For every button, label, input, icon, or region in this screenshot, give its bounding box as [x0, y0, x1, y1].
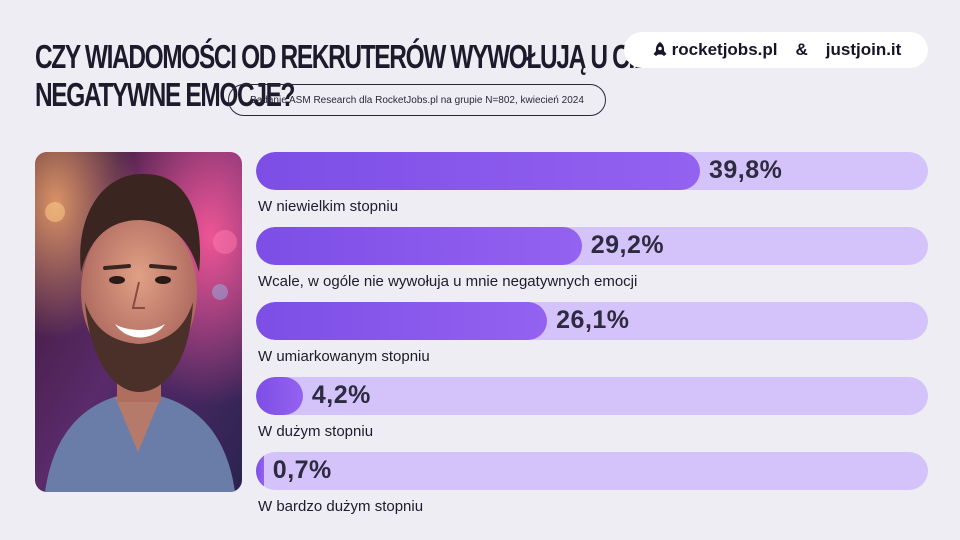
bar-row: 4,2% W dużym stopniu	[256, 377, 928, 452]
title-line-2: negatywne emocje?	[35, 76, 295, 113]
bar-category-label: W umiarkowanym stopniu	[258, 348, 430, 365]
bar-value-label: 29,2%	[590, 231, 665, 259]
rocketjobs-label: rocketjobs.pl	[671, 40, 778, 59]
bar-track	[256, 377, 928, 415]
bar-fill	[256, 302, 548, 340]
justjoin-logo: justjoin.it	[825, 40, 902, 59]
bar-category-label: W dużym stopniu	[258, 423, 374, 440]
bar-value-label: 4,2%	[311, 381, 371, 409]
bar-value-label: 0,7%	[272, 456, 332, 484]
rocketjobs-logo: rocketjobs.pl	[651, 40, 778, 60]
bar-value-label: 26,1%	[556, 306, 630, 334]
bar-track	[256, 302, 928, 340]
chart-title: Czy wiadomości od rekruterów wywołują u …	[35, 38, 687, 114]
bar-fill	[256, 452, 264, 490]
bar-category-label: W niewielkim stopniu	[258, 198, 399, 215]
bar-row: 39,8% W niewielkim stopniu	[256, 152, 928, 227]
portrait-photo	[35, 152, 242, 492]
portrait-illustration	[35, 152, 242, 492]
bar-fill	[256, 227, 582, 265]
bar-row: 0,7% W bardzo dużym stopniu	[256, 452, 928, 527]
bar-row: 26,1% W umiarkowanym stopniu	[256, 302, 928, 377]
bar-track	[256, 227, 928, 265]
brand-logos: rocketjobs.pl & justjoin.it	[624, 32, 928, 68]
title-line-1: Czy wiadomości od rekruterów wywołują u …	[35, 38, 687, 75]
bar-category-label: Wcale, w ogóle nie wywołuja u mnie negat…	[258, 273, 638, 290]
bar-fill	[256, 152, 700, 190]
ampersand: &	[795, 40, 808, 59]
bar-track	[256, 452, 928, 490]
rocket-icon	[653, 42, 667, 56]
bar-track	[256, 152, 928, 190]
bar-category-label: W bardzo dużym stopniu	[258, 498, 424, 515]
bar-fill	[256, 377, 303, 415]
source-note: Badanie ASM Research dla RocketJobs.pl n…	[228, 84, 606, 116]
bar-row: 29,2% Wcale, w ogóle nie wywołuja u mnie …	[256, 227, 928, 302]
bar-value-label: 39,8%	[708, 156, 783, 184]
